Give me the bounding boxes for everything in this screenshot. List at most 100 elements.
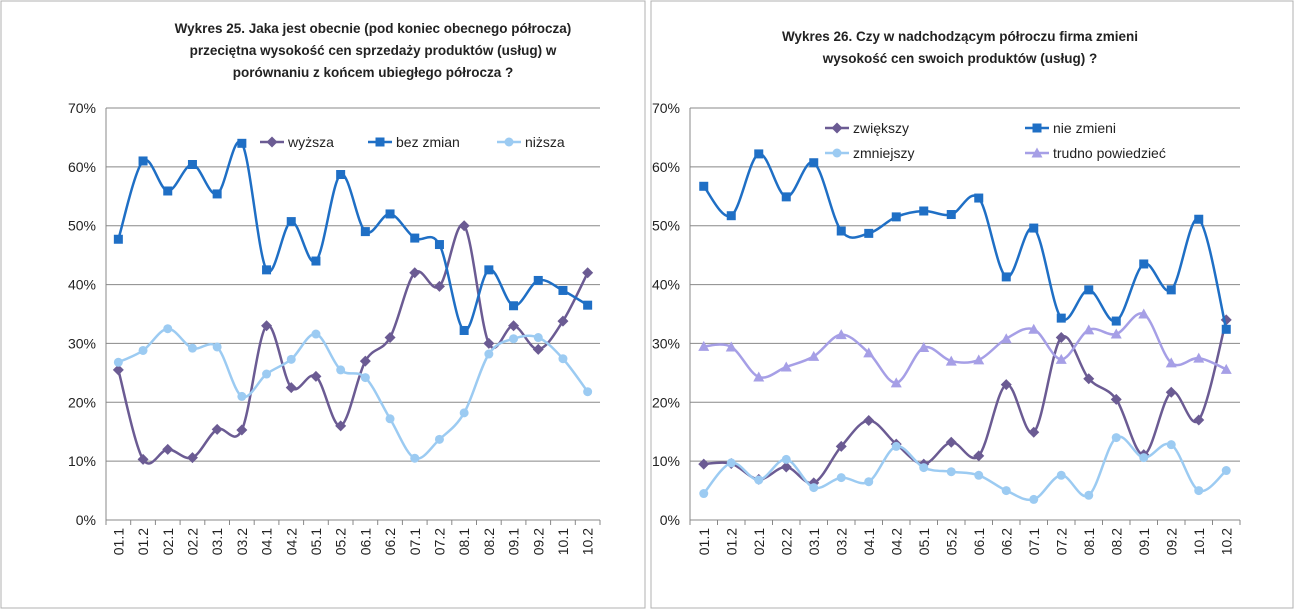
marker: [890, 377, 902, 388]
marker: [1028, 426, 1040, 438]
marker: [781, 192, 791, 202]
x-tick-label: 09.2: [1163, 528, 1179, 555]
marker: [583, 300, 593, 310]
marker: [1111, 433, 1121, 443]
x-tick-label: 09.1: [1136, 528, 1152, 555]
x-tick-label: 02.2: [778, 528, 794, 555]
marker: [946, 467, 956, 477]
legend-marker: [375, 137, 385, 147]
marker: [1193, 414, 1205, 426]
marker: [698, 458, 710, 470]
marker: [945, 355, 957, 366]
marker: [459, 408, 469, 418]
x-tick-label: 01.2: [135, 528, 151, 555]
marker: [1056, 470, 1066, 480]
legend-marker: [831, 122, 843, 134]
marker: [336, 365, 346, 375]
x-tick-label: 04.1: [259, 528, 275, 555]
marker: [809, 158, 819, 168]
marker: [138, 156, 148, 166]
legend-marker: [1032, 123, 1042, 133]
y-tick-label: 10%: [68, 453, 96, 469]
marker: [187, 343, 197, 353]
marker: [360, 373, 370, 383]
marker: [726, 458, 736, 468]
marker: [974, 193, 984, 203]
marker: [484, 349, 494, 359]
marker: [754, 475, 764, 485]
legend-label: niższa: [525, 134, 565, 150]
marker: [359, 355, 371, 367]
x-tick-label: 04.1: [861, 528, 877, 555]
x-tick-label: 04.2: [888, 528, 904, 555]
marker: [112, 364, 124, 376]
y-tick-label: 30%: [652, 335, 680, 351]
marker: [236, 424, 248, 436]
legend-label: zwiększy: [853, 120, 909, 136]
marker: [699, 181, 709, 191]
chart-title: Wykres 25. Jaka jest obecnie (pod koniec…: [174, 21, 572, 80]
marker: [1110, 393, 1122, 405]
marker: [186, 452, 198, 464]
marker: [919, 206, 929, 216]
marker: [1165, 357, 1177, 368]
marker: [459, 325, 469, 335]
marker: [1166, 440, 1176, 450]
marker: [1084, 285, 1094, 295]
marker: [285, 382, 297, 394]
x-tick-label: 01.2: [723, 528, 739, 555]
marker: [1001, 272, 1011, 282]
panel-border: [650, 0, 1294, 609]
marker: [582, 267, 594, 279]
marker: [508, 320, 520, 332]
x-tick-label: 08.2: [481, 528, 497, 555]
legend-label: zmniejszy: [853, 145, 914, 161]
x-tick-label: 05.1: [916, 528, 932, 555]
legend-marker: [1031, 147, 1043, 158]
marker: [726, 211, 736, 221]
x-tick-label: 10.2: [580, 528, 596, 555]
marker: [163, 324, 173, 334]
marker: [533, 275, 543, 285]
marker: [360, 227, 370, 237]
marker: [864, 228, 874, 238]
x-tick-label: 07.2: [1053, 528, 1069, 555]
y-tick-label: 40%: [652, 277, 680, 293]
marker: [384, 332, 396, 344]
marker: [698, 340, 710, 351]
marker: [1055, 353, 1067, 364]
marker: [434, 434, 444, 444]
marker: [410, 453, 420, 463]
marker: [137, 453, 149, 465]
x-tick-label: 10.1: [1191, 528, 1207, 555]
marker: [1001, 486, 1011, 496]
marker: [1029, 494, 1039, 504]
x-tick-label: 02.1: [751, 528, 767, 555]
marker: [699, 489, 709, 499]
x-tick-label: 09.2: [530, 528, 546, 555]
marker: [836, 473, 846, 483]
marker: [1138, 308, 1150, 319]
marker: [558, 354, 568, 364]
marker: [509, 334, 519, 344]
marker: [1166, 285, 1176, 295]
marker: [725, 341, 737, 352]
marker: [1139, 259, 1149, 269]
marker: [212, 342, 222, 352]
marker: [262, 265, 272, 275]
legend-label: wyższa: [287, 134, 334, 150]
marker: [780, 461, 792, 473]
x-tick-label: 02.2: [184, 528, 200, 555]
x-tick-label: 06.2: [382, 528, 398, 555]
marker: [1221, 324, 1231, 334]
x-tick-label: 03.2: [833, 528, 849, 555]
marker: [310, 370, 322, 382]
marker: [864, 477, 874, 487]
marker: [311, 256, 321, 266]
marker: [434, 240, 444, 250]
y-tick-label: 10%: [652, 453, 680, 469]
chart-title: Wykres 26. Czy w nadchodzącym półroczu f…: [781, 29, 1139, 66]
legend-marker: [832, 148, 842, 158]
